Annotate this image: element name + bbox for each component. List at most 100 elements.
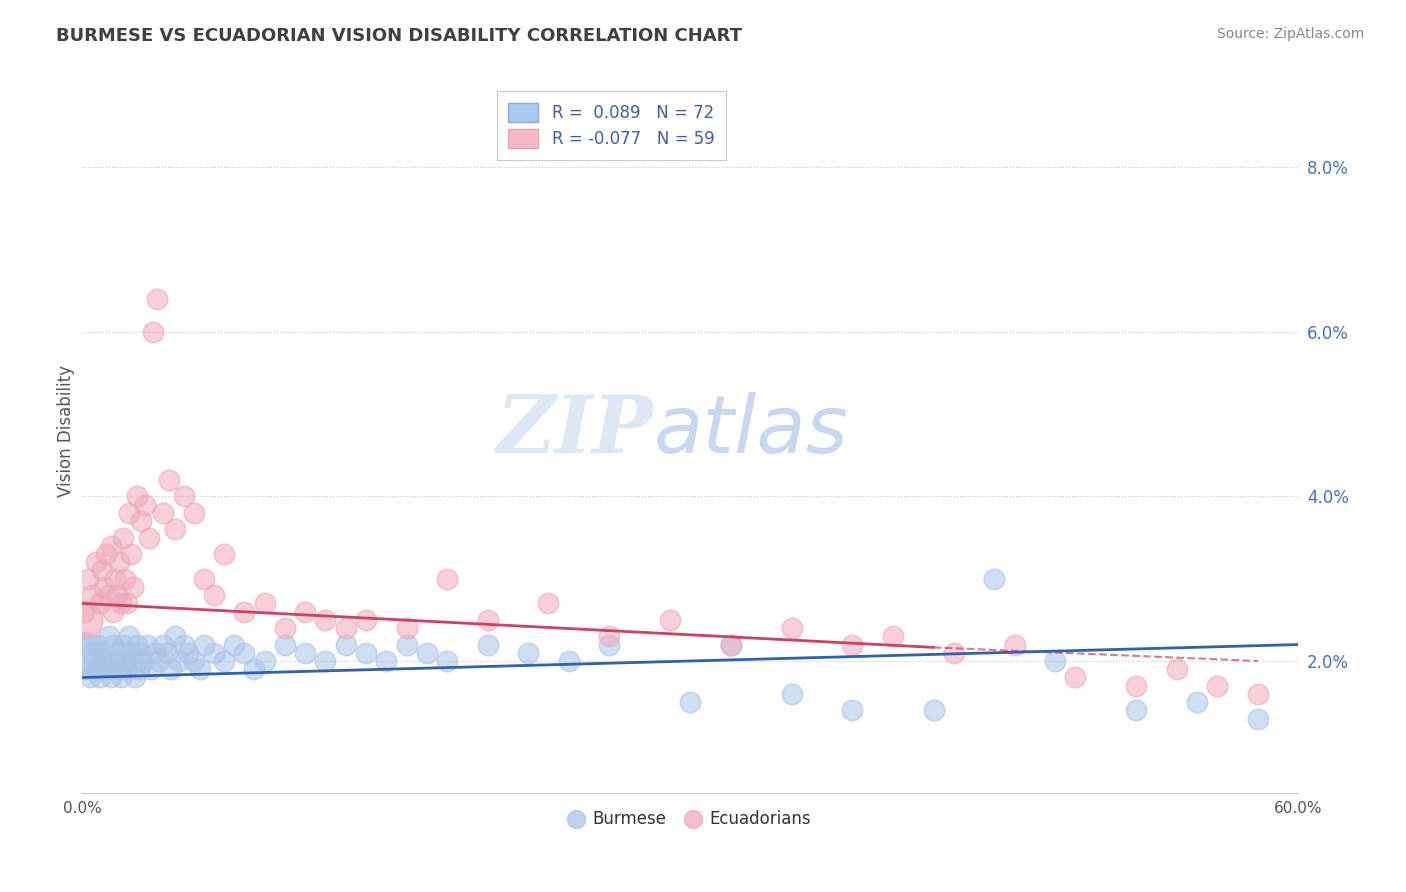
Point [87, 638, 110, 652]
Point [517, 646, 540, 660]
Point [115, 662, 138, 676]
Point [100, 539, 122, 553]
Text: Source: ZipAtlas.com: Source: ZipAtlas.com [1216, 27, 1364, 41]
Point [176, 646, 198, 660]
Text: ZIP: ZIP [496, 392, 654, 469]
Point [121, 654, 143, 668]
Point [375, 654, 398, 668]
Text: atlas: atlas [654, 392, 849, 469]
Point [103, 654, 125, 668]
Point [354, 646, 377, 660]
Point [160, 662, 183, 676]
Point [91, 564, 114, 578]
Point [294, 646, 316, 660]
Point [91, 646, 114, 660]
Point [136, 638, 159, 652]
Point [253, 654, 276, 668]
Point [114, 572, 136, 586]
Point [125, 490, 148, 504]
Point [720, 638, 742, 652]
Point [188, 662, 211, 676]
Point [720, 638, 742, 652]
Point [294, 605, 316, 619]
Point [165, 629, 187, 643]
Point [118, 629, 141, 643]
Point [110, 596, 132, 610]
Point [395, 621, 418, 635]
Point [101, 638, 124, 652]
Point [598, 629, 620, 643]
Point [79, 670, 101, 684]
Point [134, 498, 156, 512]
Point [1166, 662, 1188, 676]
Point [139, 662, 162, 676]
Point [111, 638, 134, 652]
Point [77, 638, 100, 652]
Point [202, 646, 225, 660]
Point [86, 662, 108, 676]
Point [114, 654, 136, 668]
Point [557, 654, 579, 668]
Point [314, 654, 336, 668]
Point [152, 638, 174, 652]
Point [100, 670, 122, 684]
Point [224, 638, 246, 652]
Point [77, 572, 100, 586]
Point [1206, 679, 1229, 693]
Point [105, 662, 128, 676]
Point [841, 703, 863, 717]
Point [598, 638, 620, 652]
Point [129, 514, 152, 528]
Point [1004, 638, 1026, 652]
Point [129, 646, 152, 660]
Point [243, 662, 266, 676]
Point [97, 629, 120, 643]
Point [157, 473, 180, 487]
Point [118, 506, 141, 520]
Point [537, 596, 560, 610]
Point [120, 547, 142, 561]
Point [1185, 695, 1208, 709]
Point [193, 638, 215, 652]
Y-axis label: Vision Disability: Vision Disability [58, 365, 75, 497]
Point [942, 646, 965, 660]
Point [314, 613, 336, 627]
Point [173, 490, 195, 504]
Point [97, 588, 120, 602]
Point [679, 695, 702, 709]
Point [1247, 687, 1270, 701]
Point [477, 638, 499, 652]
Point [148, 654, 170, 668]
Point [841, 638, 863, 652]
Point [124, 670, 146, 684]
Point [659, 613, 682, 627]
Point [436, 654, 458, 668]
Point [83, 654, 105, 668]
Point [73, 613, 96, 627]
Point [110, 670, 132, 684]
Point [89, 670, 111, 684]
Point [169, 654, 191, 668]
Point [274, 638, 297, 652]
Point [142, 325, 165, 339]
Point [111, 531, 134, 545]
Point [274, 621, 297, 635]
Point [1045, 654, 1067, 668]
Point [1247, 712, 1270, 726]
Point [152, 506, 174, 520]
Point [120, 646, 142, 660]
Point [73, 646, 96, 660]
Point [1125, 703, 1147, 717]
Point [253, 596, 276, 610]
Text: BURMESE VS ECUADORIAN VISION DISABILITY CORRELATION CHART: BURMESE VS ECUADORIAN VISION DISABILITY … [56, 27, 742, 45]
Point [212, 654, 235, 668]
Point [86, 555, 108, 569]
Point [477, 613, 499, 627]
Point [233, 646, 256, 660]
Point [780, 621, 803, 635]
Point [173, 638, 195, 652]
Point [1064, 670, 1087, 684]
Point [82, 646, 104, 660]
Point [983, 572, 1005, 586]
Point [183, 506, 205, 520]
